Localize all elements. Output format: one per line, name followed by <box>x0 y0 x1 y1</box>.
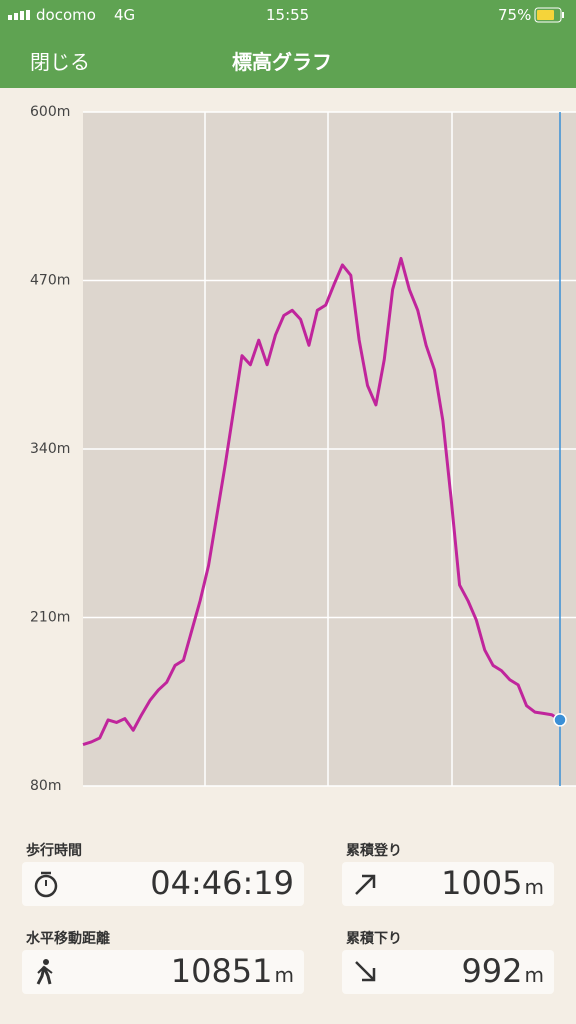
battery-level: 75% <box>498 6 532 24</box>
up-arrow-icon <box>355 874 376 895</box>
network: 4G <box>114 6 136 24</box>
stat-value: 1005 m <box>441 864 544 902</box>
timer-icon <box>34 871 58 898</box>
stat-box: 10851 m <box>22 950 304 994</box>
battery-icon <box>534 7 564 23</box>
stat-number: 1005 <box>441 864 523 902</box>
screen-title: 標高グラフ <box>232 50 332 74</box>
stat-unit: m <box>524 963 544 987</box>
stat-unit: m <box>274 963 294 987</box>
y-tick-label: 210m <box>30 610 70 626</box>
stat-box: 992 m <box>342 950 554 994</box>
down-arrow-icon <box>355 961 376 982</box>
stat-label: 水平移動距離 <box>26 931 110 947</box>
stat-box: 04:46:19 <box>22 862 304 906</box>
walk-icon <box>36 959 53 985</box>
y-tick-label: 600m <box>30 104 70 120</box>
stat-number: 10851 <box>170 952 273 990</box>
stat-label: 累積登り <box>346 843 402 859</box>
y-tick-label: 470m <box>30 273 70 289</box>
stat-label: 累積下り <box>346 931 402 947</box>
elevation-line <box>82 256 561 746</box>
close-button[interactable]: 閉じる <box>30 50 90 74</box>
elevation-chart: 80m 210m 340m 470m 600m <box>30 104 576 794</box>
stat-unit: m <box>524 875 544 899</box>
y-tick-label: 80m <box>30 778 61 794</box>
signal-icon <box>8 10 30 20</box>
stat-value: 992 m <box>461 952 544 990</box>
stat-label: 歩行時間 <box>26 843 82 859</box>
stat-box: 1005 m <box>342 862 554 906</box>
stat-number: 992 <box>461 952 523 990</box>
stat-value: 10851 m <box>171 952 294 990</box>
top-bar: docomo 4G 15:55 75% 閉じる 標高グラフ <box>0 0 576 88</box>
y-tick-label: 340m <box>30 441 70 457</box>
carrier: docomo <box>36 6 96 24</box>
stat-value: 04:46:19 <box>150 864 294 902</box>
time: 15:55 <box>266 6 310 24</box>
cursor-dot <box>553 713 567 727</box>
